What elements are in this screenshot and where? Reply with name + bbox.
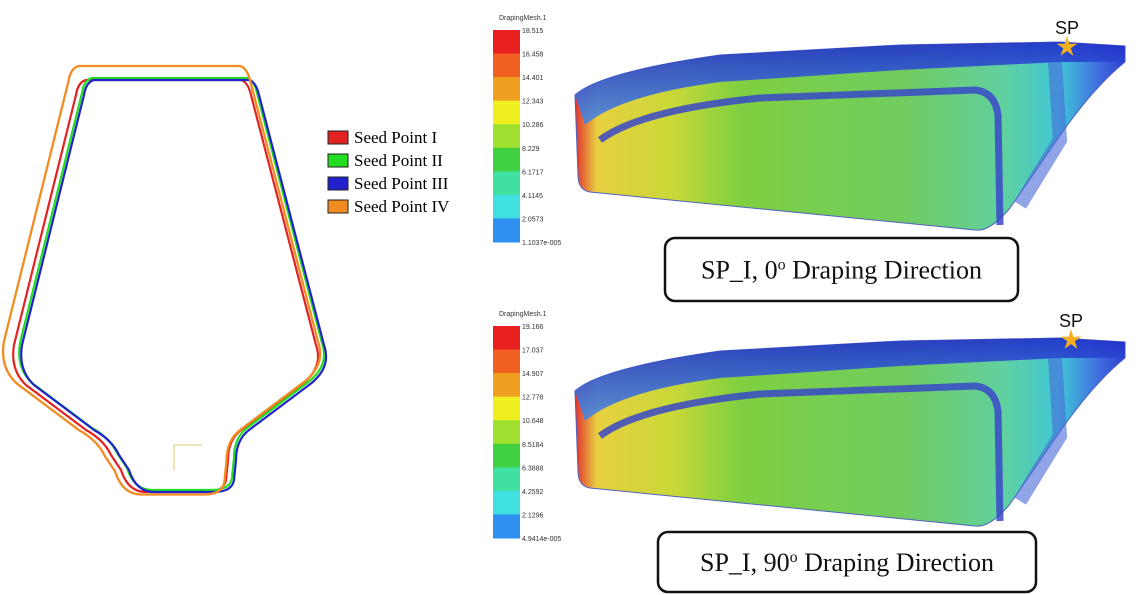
colorbar-tick-label: 6.1717 xyxy=(522,169,544,176)
colorbar-tick-label: 18.515 xyxy=(522,28,544,35)
caption-superscript: o xyxy=(778,257,786,274)
colorbar-title: DrapingMesh.1 xyxy=(499,311,547,318)
caption: SP_I, 0o Draping Direction xyxy=(701,256,982,285)
colorbar-segment xyxy=(493,444,520,468)
outline xyxy=(13,80,318,492)
caption-superscript: o xyxy=(790,549,798,566)
panels: DrapingMesh.1 18.515 16.458 14.401 12.343 10.… xyxy=(493,15,1125,592)
outline-plot xyxy=(3,66,326,494)
colorbar-tick-label: 19.166 xyxy=(522,324,544,331)
legend-swatch xyxy=(328,200,348,213)
legend-swatch xyxy=(328,177,348,190)
colorbar-segment xyxy=(493,77,520,101)
colorbar-segment xyxy=(493,373,520,397)
colorbar-tick-label: 1.1037e-005 xyxy=(522,240,561,247)
legend-label: Seed Point IV xyxy=(354,197,450,216)
colorbar-tick-label: 4.2592 xyxy=(522,489,544,496)
colorbar-tick-label: 4.9414e-005 xyxy=(522,536,561,543)
colorbar-title: DrapingMesh.1 xyxy=(499,15,547,22)
legend-swatch xyxy=(328,154,348,167)
colorbar-segment xyxy=(493,54,520,78)
colorbar-tick-label: 14.907 xyxy=(522,371,544,378)
colorbar-tick-label: 8.229 xyxy=(522,146,540,153)
colorbar-segment xyxy=(493,195,520,219)
colorbar-tick-label: 14.401 xyxy=(522,75,544,82)
colorbar-tick-label: 10.648 xyxy=(522,418,544,425)
colorbar-segment xyxy=(493,124,520,148)
legend-label: Seed Point II xyxy=(354,151,443,170)
caption-prefix: SP_I, 90 xyxy=(700,548,790,577)
colorbar-segment xyxy=(493,491,520,515)
caption: SP_I, 90o Draping Direction xyxy=(700,548,994,577)
colorbar-segment xyxy=(493,420,520,444)
seed-point-label: SP xyxy=(1059,311,1083,331)
colorbar-tick-label: 10.286 xyxy=(522,122,544,129)
colorbar-tick-label: 17.037 xyxy=(522,348,544,355)
panel: DrapingMesh.1 19.166 17.037 14.907 12.778 10.… xyxy=(493,311,1125,592)
outline xyxy=(21,80,326,492)
caption-prefix: SP_I, 0 xyxy=(701,256,778,285)
legend: Seed Point I Seed Point II Seed Point III S… xyxy=(328,128,450,216)
colorbar-segment xyxy=(493,350,520,374)
legend-label: Seed Point I xyxy=(354,128,437,147)
colorbar-tick-label: 16.458 xyxy=(522,52,544,59)
colorbar-tick-label: 8.5184 xyxy=(522,442,544,449)
legend-label: Seed Point III xyxy=(354,174,449,193)
seed-point-label: SP xyxy=(1055,18,1079,38)
colorbar-tick-label: 2.1296 xyxy=(522,512,544,519)
colorbar-segment xyxy=(493,218,520,242)
caption-suffix: Draping Direction xyxy=(798,548,994,577)
colorbar-segment xyxy=(493,30,520,54)
colorbar-tick-label: 4.1145 xyxy=(522,193,543,200)
colorbar-segment xyxy=(493,148,520,172)
colorbar-segment xyxy=(493,326,520,350)
axis-icon xyxy=(174,445,202,470)
outline xyxy=(3,66,320,494)
figure: Seed Point I Seed Point II Seed Point III S… xyxy=(0,0,1146,595)
colorbar-tick-label: 2.0573 xyxy=(522,216,544,223)
colorbar-segment xyxy=(493,101,520,125)
colorbar-tick-label: 12.343 xyxy=(522,99,544,106)
colorbar-segment xyxy=(493,467,520,491)
panel: DrapingMesh.1 18.515 16.458 14.401 12.343 10.… xyxy=(493,15,1125,301)
legend-swatch xyxy=(328,131,348,144)
colorbar-segment xyxy=(493,514,520,538)
colorbar-tick-label: 12.778 xyxy=(522,395,544,402)
colorbar-tick-label: 6.3888 xyxy=(522,465,544,472)
colorbar-segment xyxy=(493,397,520,421)
colorbar-segment xyxy=(493,171,520,195)
caption-suffix: Draping Direction xyxy=(786,256,982,285)
